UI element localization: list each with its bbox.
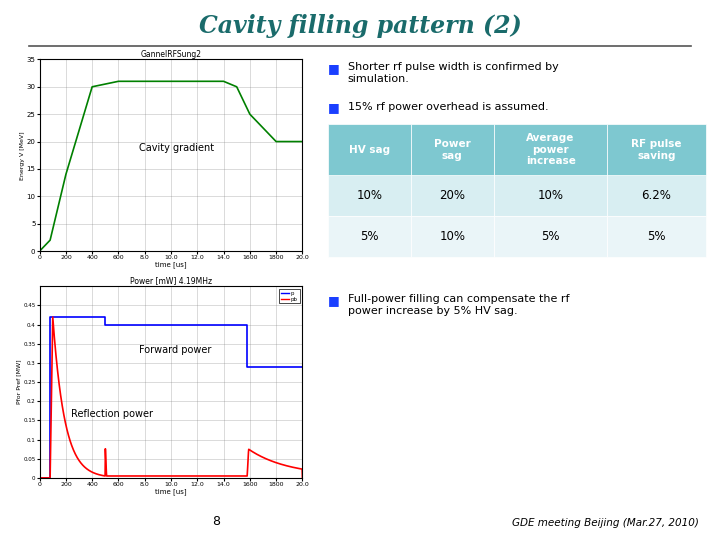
- X-axis label: time [us]: time [us]: [156, 262, 186, 268]
- Text: 5%: 5%: [647, 230, 666, 243]
- Text: 8: 8: [212, 515, 220, 528]
- Text: Cavity gradient: Cavity gradient: [140, 144, 215, 153]
- Text: Power
sag: Power sag: [434, 139, 471, 160]
- Title: Power [mW] 4.19MHz: Power [mW] 4.19MHz: [130, 276, 212, 286]
- Text: 10%: 10%: [439, 230, 465, 243]
- Text: Cavity filling pattern (2): Cavity filling pattern (2): [199, 14, 521, 37]
- Text: 15% rf power overhead is assumed.: 15% rf power overhead is assumed.: [348, 102, 549, 112]
- Text: Average
power
increase: Average power increase: [526, 133, 575, 166]
- Text: Reflection power: Reflection power: [71, 409, 153, 419]
- Text: HV sag: HV sag: [348, 145, 390, 155]
- Text: Forward power: Forward power: [140, 345, 212, 355]
- Text: 6.2%: 6.2%: [642, 189, 671, 202]
- Y-axis label: Pfor Pref [MW]: Pfor Pref [MW]: [17, 360, 22, 404]
- Text: 5%: 5%: [541, 230, 560, 243]
- Text: GDE meeting Beijing (Mar.27, 2010): GDE meeting Beijing (Mar.27, 2010): [511, 518, 698, 528]
- Y-axis label: Energy V [MeV]: Energy V [MeV]: [20, 131, 25, 180]
- Text: Shorter rf pulse width is confirmed by
simulation.: Shorter rf pulse width is confirmed by s…: [348, 62, 559, 84]
- Text: ■: ■: [328, 102, 339, 114]
- Text: 5%: 5%: [360, 230, 379, 243]
- Title: GannelRFSung2: GannelRFSung2: [140, 50, 202, 59]
- Legend: p, pb: p, pb: [279, 289, 300, 303]
- Text: 20%: 20%: [439, 189, 465, 202]
- Text: Full-power filling can compensate the rf
power increase by 5% HV sag.: Full-power filling can compensate the rf…: [348, 294, 570, 316]
- X-axis label: time [us]: time [us]: [156, 489, 186, 495]
- Text: RF pulse
saving: RF pulse saving: [631, 139, 682, 160]
- Text: ■: ■: [328, 62, 339, 75]
- Text: ■: ■: [328, 294, 339, 307]
- Text: 10%: 10%: [538, 189, 564, 202]
- Text: 10%: 10%: [356, 189, 382, 202]
